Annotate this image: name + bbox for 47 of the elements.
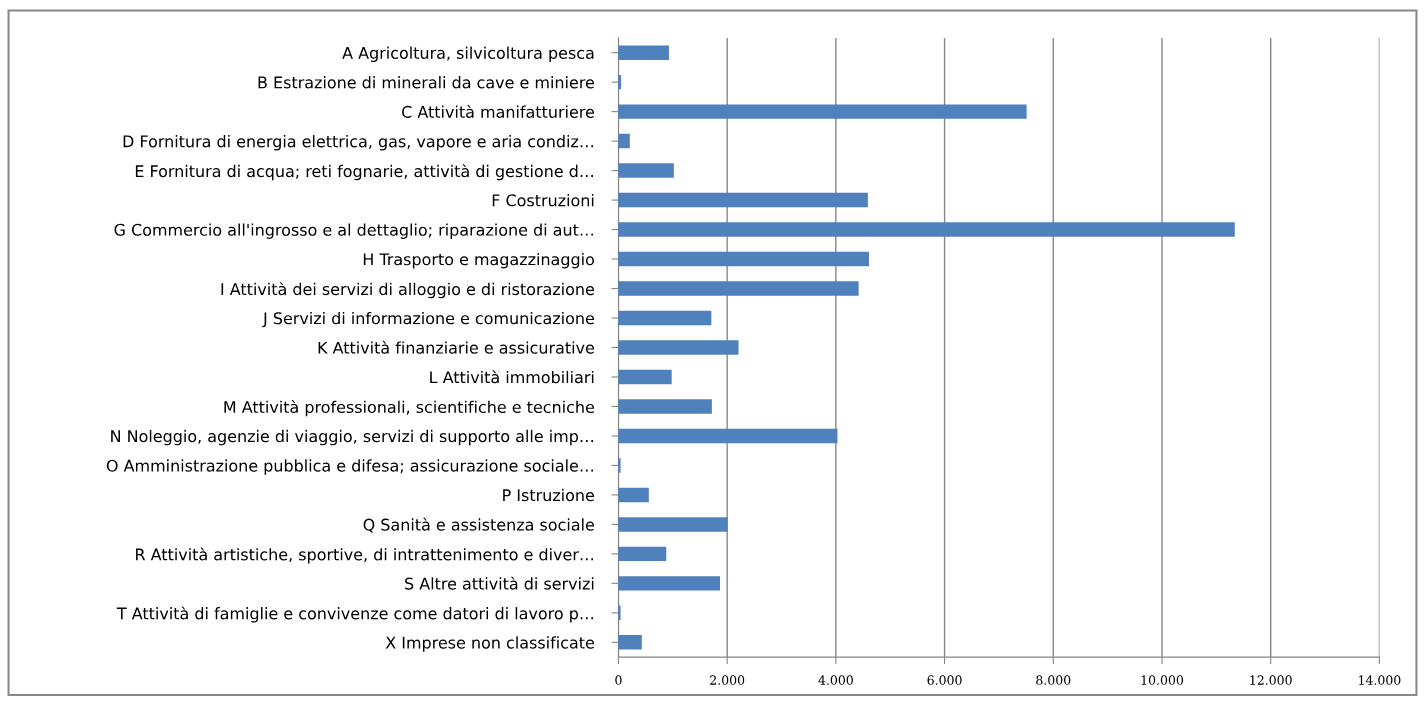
y-tick-label: I Attività dei servizi di alloggio e di ristorazione bbox=[221, 282, 594, 299]
x-tick-label: 10.000 bbox=[1141, 675, 1184, 685]
y-tick-label: L Attività immobiliari bbox=[430, 370, 594, 384]
x-tick-label: 0 bbox=[615, 675, 622, 685]
bar bbox=[618, 310, 712, 326]
y-tick-label: R Attività artistiche, sportive, di intrattenimento e diver… bbox=[136, 547, 594, 564]
bar bbox=[618, 369, 672, 385]
y-tick-label: A Agricoltura, silvicoltura pesca bbox=[342, 46, 594, 63]
bar bbox=[618, 192, 868, 208]
y-tick-label: N Noleggio, agenzie di viaggio, servizi di supporto alle imp… bbox=[111, 429, 593, 446]
y-tick-label: B Estrazione di minerali da cave e miniere bbox=[258, 76, 594, 89]
bar bbox=[618, 163, 674, 178]
y-tick-label: C Attività manifatturiere bbox=[402, 104, 594, 118]
y-tick-label: D Fornitura di energia elettrica, gas, vapore e aria condiz… bbox=[123, 135, 593, 151]
bar bbox=[618, 399, 712, 414]
x-tick-label: 4.000 bbox=[818, 675, 853, 685]
bar bbox=[618, 576, 721, 591]
bar bbox=[618, 222, 1235, 237]
y-tick-label: K Attività finanziarie e assicurative bbox=[318, 340, 594, 354]
bar bbox=[618, 133, 630, 149]
x-tick-label: 8.000 bbox=[1036, 675, 1071, 685]
bar bbox=[618, 635, 642, 650]
bar bbox=[618, 281, 859, 296]
x-tick-label: 12.000 bbox=[1250, 675, 1292, 685]
y-tick-label: F Costruzioni bbox=[492, 194, 594, 207]
y-tick-label: H Trasporto e magazzinaggio bbox=[363, 252, 594, 269]
bar bbox=[618, 517, 728, 532]
bar bbox=[618, 487, 649, 503]
bar bbox=[618, 45, 669, 60]
y-tick-label: P Istruzione bbox=[503, 488, 594, 502]
bar bbox=[618, 546, 667, 562]
bar bbox=[618, 340, 739, 355]
y-tick-label: X Imprese non classificate bbox=[385, 636, 594, 652]
y-tick-label: J Servizi di informazione e comunicazione bbox=[262, 311, 594, 328]
y-tick-label: E Fornitura di acqua; reti fognarie, attività di gestione d… bbox=[135, 164, 594, 181]
y-tick-label: G Commercio all'ingrosso e al dettaglio; riparazione di aut… bbox=[114, 223, 593, 239]
bar bbox=[618, 104, 1027, 119]
y-tick-label: S Altre attività di servizi bbox=[405, 576, 594, 590]
x-tick-label: 6.000 bbox=[927, 675, 962, 685]
bar bbox=[618, 251, 869, 267]
y-tick-label: Q Sanità e assistenza sociale bbox=[363, 517, 594, 533]
y-tick-label: O Amministrazione pubblica e difesa; assicurazione sociale… bbox=[106, 459, 593, 475]
y-tick-label: T Attività di famiglie e convivenze come datori di lavoro p… bbox=[116, 606, 593, 623]
bar bbox=[618, 428, 838, 444]
x-tick-label: 14.000 bbox=[1359, 675, 1401, 685]
x-tick-label: 2.000 bbox=[710, 675, 745, 685]
y-tick-label: M Attività professionali, scientifiche e tecniche bbox=[224, 400, 594, 417]
